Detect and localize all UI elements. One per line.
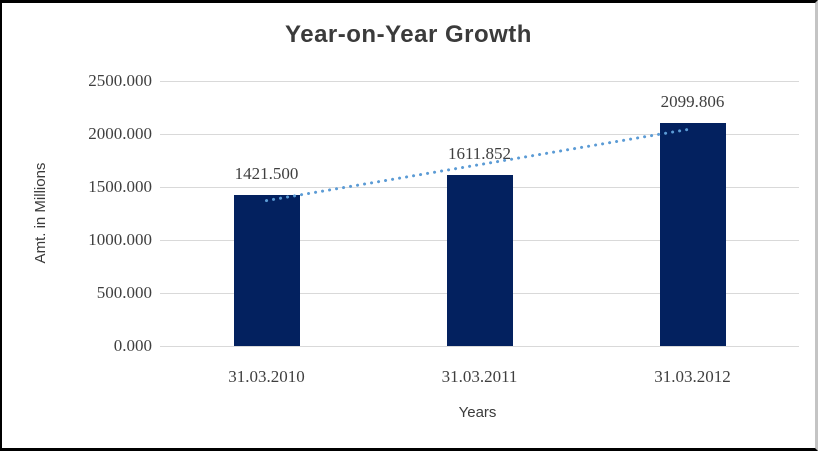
y-axis-tick-label: 500.000 [96, 283, 152, 302]
gridline [160, 346, 799, 347]
y-axis-tick-label: 2000.000 [88, 124, 152, 143]
x-axis-tick-label: 31.03.2011 [441, 367, 518, 386]
bar [446, 175, 513, 346]
y-axis-tick-label: 1000.000 [88, 230, 152, 249]
x-axis-tick-label: 31.03.2012 [654, 367, 731, 386]
y-axis-tick-label: 0.000 [113, 336, 152, 355]
x-axis-tick-label: 31.03.2010 [228, 367, 305, 386]
y-axis-tick-label: 1500.000 [88, 177, 152, 196]
bar-data-label: 1421.500 [234, 164, 299, 184]
x-axis-title: Years [458, 404, 497, 421]
bar-data-label: 2099.806 [660, 92, 725, 112]
bar-data-label: 1611.852 [447, 144, 512, 164]
bar [233, 195, 300, 346]
gridline [160, 81, 799, 82]
plot-container: Year-on-Year Growth Amt. in Millions Yea… [2, 3, 815, 448]
bar [659, 123, 726, 346]
y-axis-tick-label: 2500.000 [88, 71, 152, 90]
chart-title: Year-on-Year Growth [285, 21, 532, 48]
